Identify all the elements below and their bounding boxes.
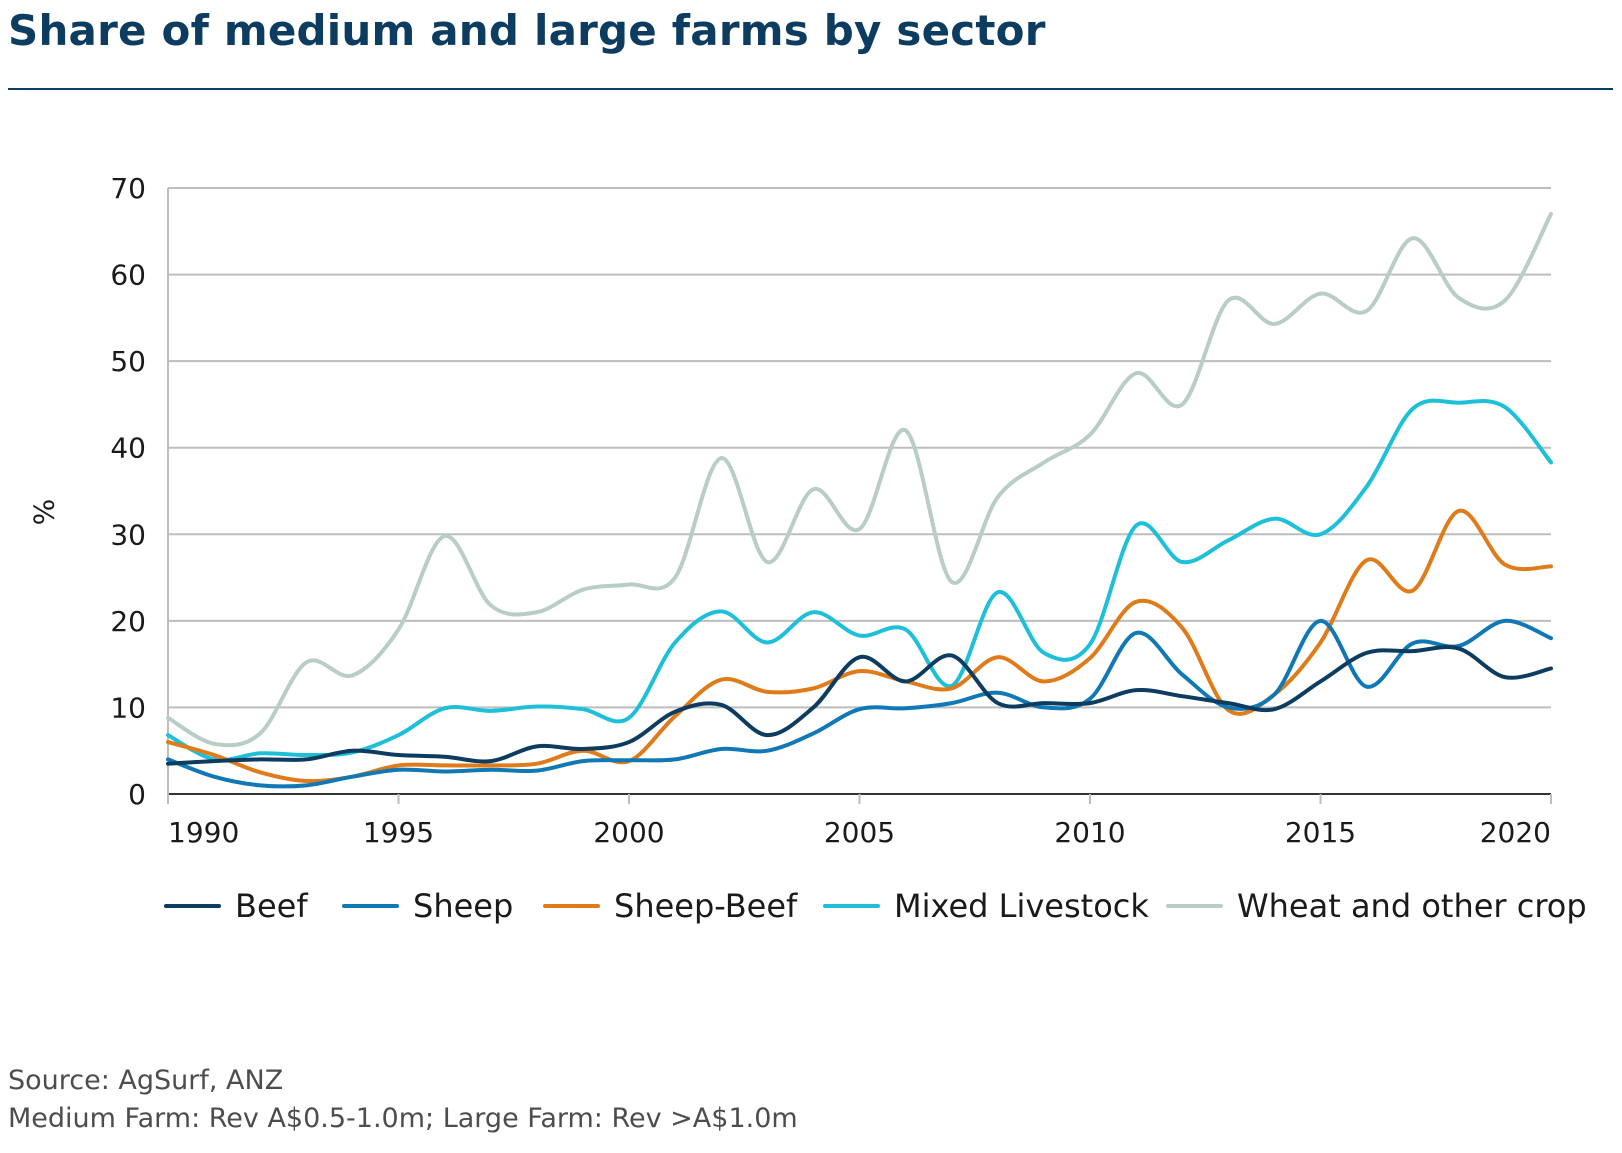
series-line-beef: [166, 645, 1553, 766]
source-note: Source: AgSurf, ANZ Medium Farm: Rev A$0…: [8, 1062, 798, 1138]
series-line-wheat-and-other-crop: [166, 211, 1553, 748]
x-tick-label: 2020: [1480, 816, 1551, 849]
y-tick-label: 10: [110, 691, 146, 724]
legend-label-wheat-and-other-crop: Wheat and other crop: [1237, 887, 1587, 925]
source-line: Source: AgSurf, ANZ: [8, 1065, 284, 1096]
x-tick-label: 1995: [363, 816, 434, 849]
y-tick-label: 70: [110, 172, 146, 205]
x-tick-label: 2005: [824, 816, 895, 849]
chart-title: Share of medium and large farms by secto…: [8, 6, 1046, 55]
y-tick-label: 60: [110, 259, 146, 292]
x-tick-label: 2010: [1054, 816, 1125, 849]
x-tick-label: 2000: [593, 816, 664, 849]
y-axis-label: %: [27, 499, 60, 526]
y-tick-label: 40: [110, 432, 146, 465]
series-line-sheep-beef: [166, 508, 1553, 784]
series-lines: [166, 211, 1553, 789]
y-tick-label: 0: [128, 778, 146, 811]
y-tick-label: 50: [110, 345, 146, 378]
farm-size-note: Medium Farm: Rev A$0.5-1.0m; Large Farm:…: [8, 1103, 798, 1134]
y-axis-ticks: 0 10 20 30 40 50 60 70: [110, 172, 146, 811]
legend-label-sheep-beef: Sheep-Beef: [614, 887, 798, 925]
y-tick-label: 30: [110, 518, 146, 551]
series-line-mixed-livestock: [166, 398, 1553, 763]
legend-label-beef: Beef: [235, 887, 308, 925]
title-divider: [8, 88, 1613, 90]
line-chart: 0 10 20 30 40 50 60 70 1990 1995 2000 2005 2010 2015…: [27, 172, 1587, 925]
legend-label-sheep: Sheep: [413, 887, 513, 925]
x-axis-ticks: 1990 1995 2000 2005 2010 2015 2020: [167, 794, 1552, 849]
legend-label-mixed-livestock: Mixed Livestock: [894, 887, 1149, 925]
x-tick-label: 2015: [1285, 816, 1356, 849]
y-tick-label: 20: [110, 605, 146, 638]
series-line-sheep: [166, 618, 1553, 789]
x-tick-label: 1990: [168, 816, 239, 849]
legend: Beef Sheep Sheep-Beef Mixed Livestock Wheat …: [164, 887, 1587, 925]
